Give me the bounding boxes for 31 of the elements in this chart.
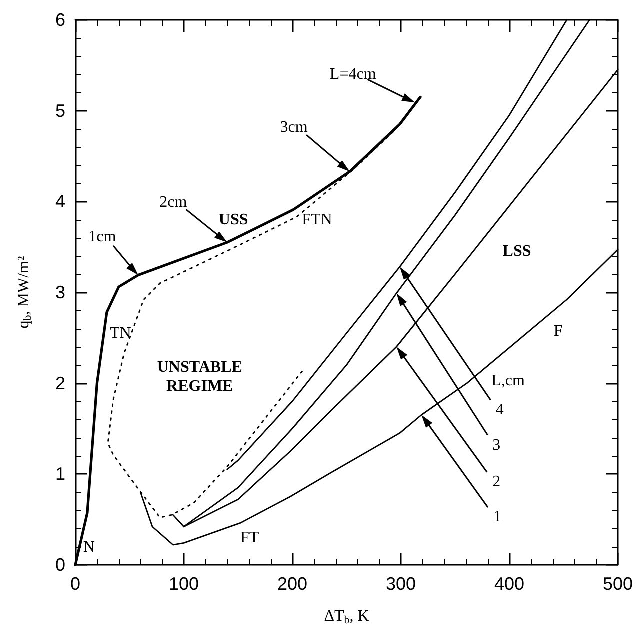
annotation: USS (218, 212, 248, 229)
y-tick-label: 4 (55, 192, 66, 212)
y-tick-label: 0 (55, 555, 66, 575)
x-tick-label: 400 (494, 574, 525, 594)
annotation: 3 (492, 436, 501, 454)
x-tick-label: 100 (168, 574, 200, 594)
annotation: L=4cm (330, 66, 377, 84)
annotation: 3cm (280, 119, 308, 136)
annotation: 4 (496, 402, 504, 419)
x-tick-label: 200 (277, 574, 308, 594)
x-tick-label: 500 (602, 574, 634, 594)
annotation: F (554, 323, 563, 340)
y-tick-label: 3 (55, 282, 66, 302)
y-axis-title: qb, MW/m² (16, 256, 34, 329)
annotation: FTN (302, 212, 333, 229)
annotation: UNSTABLE REGIME (157, 358, 242, 395)
y-tick-label: 1 (55, 464, 66, 484)
x-tick-label: 300 (386, 574, 416, 594)
annotation: N (83, 539, 96, 556)
annotation: FT (240, 529, 260, 546)
y-tick-label: 6 (55, 10, 66, 30)
y-tick-label: 5 (55, 100, 66, 121)
annotation: TN (110, 324, 132, 342)
x-tick-label: 0 (70, 574, 81, 594)
annotation: LSS (502, 243, 532, 260)
annotation: 1cm (88, 228, 117, 246)
annotation: 2cm (160, 194, 188, 212)
annotation: 2 (492, 474, 501, 490)
annotation: 1 (494, 508, 502, 526)
annotation: L,cm (492, 372, 526, 390)
y-tick-label: 2 (55, 373, 66, 394)
